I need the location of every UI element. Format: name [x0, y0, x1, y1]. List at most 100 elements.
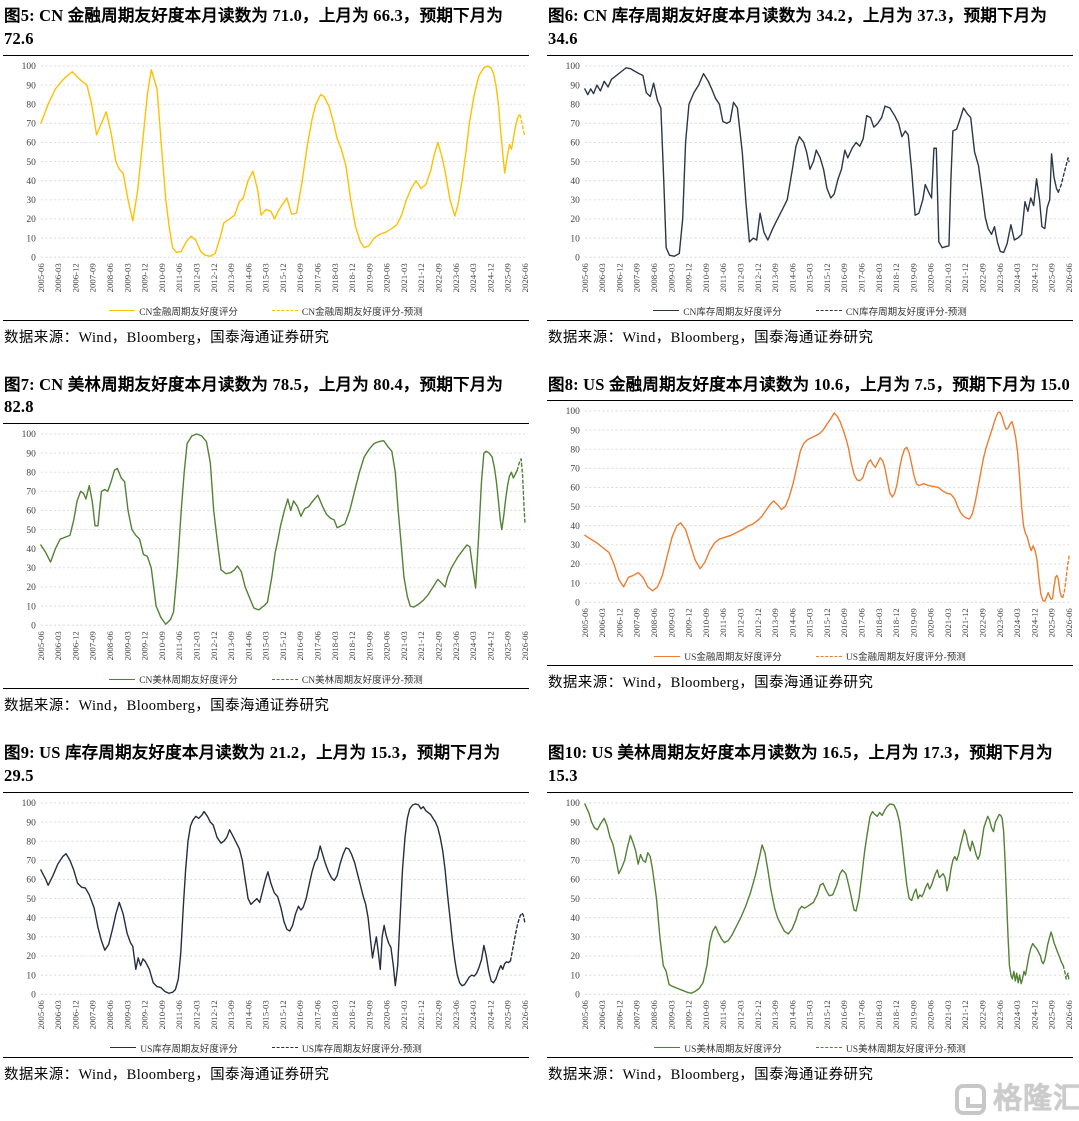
- title-rule: [3, 791, 529, 793]
- x-tick-label: 2014-06: [243, 631, 253, 661]
- source-note: 数据来源：Wind，Bloomberg，国泰海通证券研究: [4, 698, 330, 715]
- legend-label-forecast: CN库存周期友好度评分-预测: [845, 307, 967, 318]
- source-rule: [547, 1056, 1073, 1058]
- x-tick-label: 2024-03: [1012, 262, 1022, 292]
- solid-line-icon: [654, 655, 681, 657]
- x-tick-label: 2024-12: [1029, 1000, 1039, 1029]
- y-tick-label: 20: [26, 583, 36, 593]
- forecast-line: [1062, 555, 1070, 599]
- x-tick-label: 2010-09: [701, 608, 711, 638]
- x-tick-label: 2021-12: [416, 1000, 426, 1029]
- series-line: [40, 802, 512, 994]
- x-tick-label: 2014-06: [787, 999, 797, 1029]
- x-tick-label: 2008-06: [105, 999, 115, 1029]
- forecast-line: [516, 458, 526, 525]
- x-tick-label: 2011-06: [174, 262, 184, 291]
- x-tick-label: 2024-12: [485, 1000, 495, 1029]
- solid-line-icon: [109, 678, 136, 680]
- x-tick-label: 2021-03: [399, 262, 409, 292]
- y-tick-label: 0: [575, 599, 580, 609]
- x-tick-label: 2021-12: [960, 1000, 970, 1029]
- x-tick-label: 2013-09: [226, 262, 236, 292]
- report-figure: 图10: US 美林周期友好度本月读数为 16.5，上月为 17.3，预期下月为…: [547, 742, 1073, 1084]
- x-tick-label: 2011-06: [174, 631, 184, 660]
- x-tick-label: 2021-12: [960, 263, 970, 292]
- y-tick-label: 90: [26, 818, 36, 828]
- x-tick-label: 2012-03: [735, 262, 745, 292]
- y-tick-label: 60: [570, 138, 580, 148]
- x-tick-label: 2026-06: [520, 631, 529, 661]
- chart-legend: US美林周期友好度评分 US美林周期友好度评分-预测: [547, 1041, 1073, 1055]
- x-tick-label: 2013-09: [770, 608, 780, 638]
- x-tick-label: 2017-06: [857, 999, 867, 1029]
- x-tick-label: 2015-03: [261, 631, 271, 661]
- x-tick-label: 2006-12: [70, 263, 80, 292]
- figure-title: 图9: US 库存周期友好度本月读数为 21.2，上月为 15.3，预期下月为 …: [4, 743, 501, 785]
- x-tick-label: 2012-03: [735, 999, 745, 1029]
- legend-item-actual: CN美林周期友好度评分: [109, 672, 238, 686]
- legend-label-actual: CN美林周期友好度评分: [139, 676, 238, 687]
- x-tick-label: 2023-06: [995, 999, 1005, 1029]
- x-tick-label: 2024-12: [1029, 263, 1039, 292]
- x-tick-label: 2007-09: [632, 262, 642, 292]
- y-tick-label: 10: [570, 580, 580, 590]
- x-tick-label: 2009-03: [666, 608, 676, 638]
- x-tick-label: 2015-12: [822, 263, 832, 292]
- x-tick-label: 2024-12: [1029, 609, 1039, 638]
- x-tick-label: 2016-09: [839, 999, 849, 1029]
- x-tick-label: 2024-03: [468, 631, 478, 661]
- x-tick-label: 2022-09: [978, 999, 988, 1029]
- figure-title: 图6: CN 库存周期友好度本月读数为 34.2，上月为 37.3，预期下月为 …: [548, 6, 1048, 48]
- forecast-line: [1057, 156, 1070, 193]
- x-tick-label: 2021-12: [416, 631, 426, 660]
- legend-item-forecast: US金融周期友好度评分-预测: [815, 649, 966, 664]
- y-tick-label: 80: [26, 100, 36, 110]
- solid-line-icon: [654, 1047, 681, 1049]
- y-tick-label: 100: [566, 799, 580, 809]
- x-tick-label: 2025-09: [1047, 262, 1057, 292]
- x-tick-label: 2009-03: [122, 999, 132, 1029]
- solid-line-icon: [653, 310, 680, 312]
- x-tick-label: 2010-09: [157, 631, 167, 661]
- series-line: [40, 433, 518, 626]
- x-tick-label: 2012-03: [191, 262, 201, 292]
- x-tick-label: 2019-09: [364, 999, 374, 1029]
- x-tick-label: 2019-09: [364, 262, 374, 292]
- legend-label-forecast: US金融周期友好度评分-预测: [845, 653, 966, 664]
- y-tick-label: 20: [26, 215, 36, 225]
- x-tick-label: 2019-09: [364, 631, 374, 661]
- x-tick-label: 2006-12: [70, 1000, 80, 1029]
- y-tick-label: 100: [22, 430, 36, 440]
- y-tick-label: 70: [570, 465, 580, 475]
- x-tick-label: 2017-06: [313, 262, 323, 292]
- x-tick-label: 2015-03: [261, 999, 271, 1029]
- legend-item-actual: CN金融周期友好度评分: [109, 304, 238, 318]
- x-tick-label: 2012-12: [209, 631, 219, 660]
- y-tick-label: 90: [26, 449, 36, 459]
- series-line: [584, 802, 1064, 994]
- chart-legend: US库存周期友好度评分 US库存周期友好度评分-预测: [3, 1041, 529, 1055]
- x-tick-label: 2008-06: [649, 608, 659, 638]
- x-tick-label: 2016-09: [295, 999, 305, 1029]
- x-tick-label: 2018-03: [330, 262, 340, 292]
- x-tick-label: 2006-03: [597, 999, 607, 1029]
- x-tick-label: 2021-03: [399, 999, 409, 1029]
- x-tick-label: 2015-12: [278, 263, 288, 292]
- x-tick-label: 2020-06: [382, 631, 392, 661]
- x-tick-label: 2018-03: [330, 999, 340, 1029]
- legend-item-forecast: US库存周期友好度评分-预测: [271, 1041, 422, 1055]
- source-note: 数据来源：Wind，Bloomberg，国泰海通证券研究: [548, 1066, 874, 1083]
- x-tick-label: 2011-06: [718, 262, 728, 291]
- x-tick-label: 2016-09: [295, 631, 305, 661]
- legend-label-forecast: CN金融周期友好度评分-预测: [301, 307, 423, 318]
- legend-label-forecast: US库存周期友好度评分-预测: [301, 1044, 422, 1055]
- legend-item-actual: US美林周期友好度评分: [654, 1041, 782, 1055]
- x-tick-label: 2017-06: [313, 999, 323, 1029]
- x-tick-label: 2006-12: [70, 631, 80, 660]
- x-tick-label: 2026-06: [1064, 262, 1073, 292]
- y-tick-label: 40: [570, 914, 580, 924]
- x-tick-label: 2022-09: [434, 631, 444, 661]
- figure-title: 图10: US 美林周期友好度本月读数为 16.5，上月为 17.3，预期下月为…: [548, 743, 1053, 785]
- x-tick-label: 2025-09: [503, 631, 513, 661]
